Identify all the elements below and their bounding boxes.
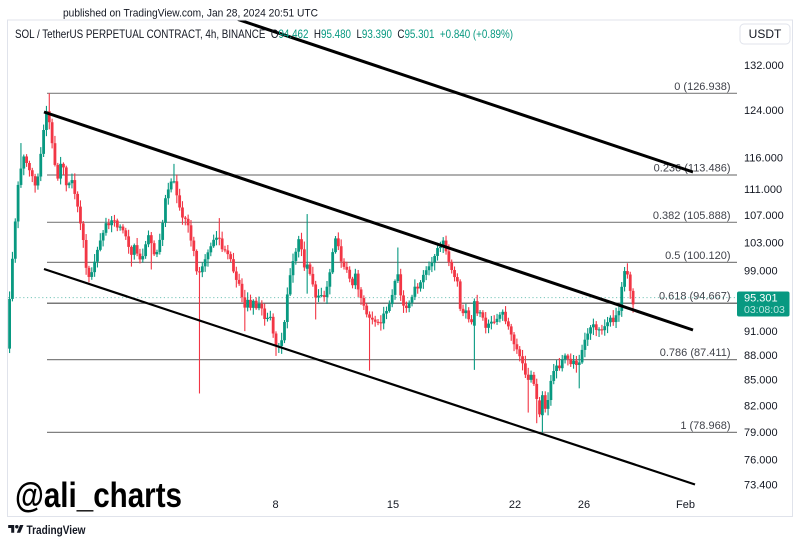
- svg-text:0 (126.938): 0 (126.938): [674, 81, 730, 93]
- svg-text:99.000: 99.000: [744, 266, 778, 278]
- svg-text:03:08:03: 03:08:03: [744, 304, 785, 316]
- svg-text:15: 15: [387, 499, 399, 511]
- svg-text:SOL / TetherUS PERPETUAL CONTR: SOL / TetherUS PERPETUAL CONTRACT, 4h, B…: [15, 27, 513, 41]
- svg-text:0.5 (100.120): 0.5 (100.120): [665, 250, 730, 262]
- svg-text:103.000: 103.000: [744, 237, 784, 249]
- svg-text:Feb: Feb: [676, 499, 695, 511]
- svg-text:22: 22: [509, 499, 521, 511]
- svg-text:132.000: 132.000: [744, 60, 784, 72]
- svg-text:76.000: 76.000: [744, 455, 778, 467]
- svg-text:USDT: USDT: [749, 27, 782, 41]
- svg-text:95.301: 95.301: [744, 293, 778, 305]
- svg-text:26: 26: [578, 499, 590, 511]
- svg-text:91.000: 91.000: [744, 326, 778, 338]
- svg-text:111.000: 111.000: [744, 184, 782, 196]
- svg-text:8: 8: [273, 499, 279, 511]
- svg-text:0.786 (87.411): 0.786 (87.411): [660, 347, 731, 359]
- svg-text:TradingView: TradingView: [27, 523, 87, 537]
- svg-text:1 (78.968): 1 (78.968): [680, 420, 730, 432]
- svg-text:116.000: 116.000: [744, 153, 783, 165]
- svg-text:124.000: 124.000: [744, 105, 784, 117]
- svg-text:published on TradingView.com,: published on TradingView.com, Jan 28, 20…: [63, 8, 318, 20]
- svg-text:85.000: 85.000: [744, 375, 778, 387]
- svg-text:0.382 (105.888): 0.382 (105.888): [653, 210, 731, 222]
- svg-text:82.000: 82.000: [744, 400, 778, 412]
- svg-text:73.400: 73.400: [744, 480, 778, 492]
- svg-text:107.000: 107.000: [744, 210, 784, 222]
- svg-text:@ali_charts: @ali_charts: [15, 476, 182, 515]
- svg-text:88.000: 88.000: [744, 350, 778, 362]
- svg-text:79.000: 79.000: [744, 427, 778, 439]
- svg-text:0.618 (94.667): 0.618 (94.667): [659, 291, 731, 303]
